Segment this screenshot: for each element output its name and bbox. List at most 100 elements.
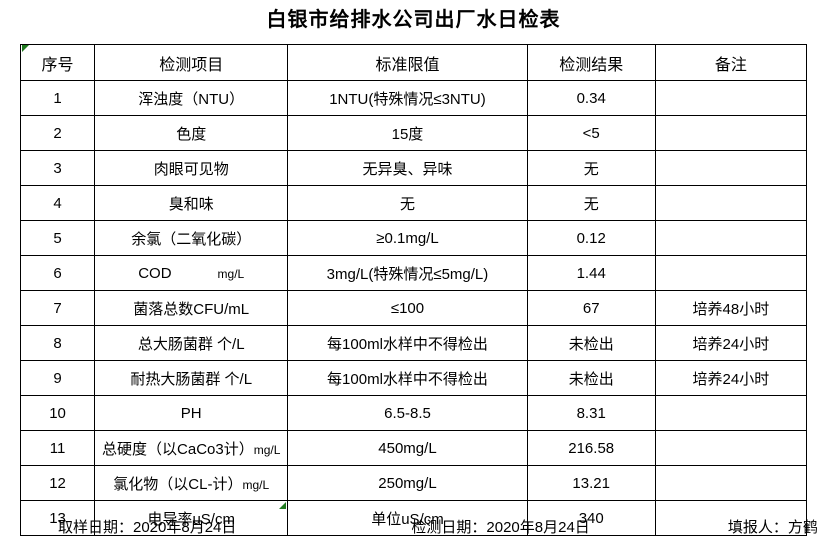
cell-item: 余氯（二氧化碳） [94, 220, 289, 256]
cell-limit: ≥0.1mg/L [287, 220, 528, 256]
cell-item-text: 浑浊度（NTU） [138, 90, 245, 108]
cell-remark [654, 500, 808, 536]
cell-no: 11 [19, 430, 96, 466]
cell-item-text: 耐热大肠菌群 个/L [130, 370, 253, 388]
cell-limit: 3mg/L(特殊情况≤5mg/L) [287, 255, 528, 291]
cell-no: 12 [19, 465, 96, 501]
cell-result: 0.12 [526, 220, 656, 256]
table-row: 3 肉眼可见物 无异臭、异味无 [19, 150, 808, 186]
cell-no: 6 [19, 255, 96, 291]
cell-remark: 培养24小时 [654, 325, 808, 361]
footer-sample-date: 取样日期：2020年8月24日 [58, 518, 237, 536]
column-header-result: 检测结果 [526, 44, 656, 81]
cell-result: 216.58 [526, 430, 656, 466]
cell-result: 0.34 [526, 80, 656, 116]
cell-limit: 每100ml水样中不得检出 [287, 325, 528, 361]
water-quality-report-table: 序号 检测项目 标准限值 检测结果 备注 1 浑浊度（NTU） 1NTU(特殊情况≤… [19, 44, 808, 536]
cell-no: 1 [19, 80, 96, 116]
cell-item-unit: mg/L [217, 266, 245, 281]
cell-limit: ≤100 [287, 290, 528, 326]
cell-item-text: PH [180, 404, 202, 422]
table-row: 1 浑浊度（NTU） 1NTU(特殊情况≤3NTU) 0.34 [19, 80, 808, 116]
cell-item-unit: mg/L [242, 477, 270, 492]
column-header-limit: 标准限值 [287, 44, 528, 81]
cell-remark [654, 255, 808, 291]
cell-limit: 无 [287, 185, 528, 221]
cell-result: 未检出 [526, 360, 656, 396]
cell-result: 未检出 [526, 325, 656, 361]
cell-no: 3 [19, 150, 96, 186]
cell-result: 67 [526, 290, 656, 326]
cell-remark [654, 185, 808, 221]
cell-limit: 1NTU(特殊情况≤3NTU) [287, 80, 528, 116]
cell-item-unit: mg/L [253, 442, 281, 457]
table-body: 1 浑浊度（NTU） 1NTU(特殊情况≤3NTU) 0.34 2 色度 15度 <5 3 肉眼可… [19, 80, 808, 536]
cell-result: 1.44 [526, 255, 656, 291]
cell-error-triangle-icon [22, 45, 29, 52]
cell-limit: 每100ml水样中不得检出 [287, 360, 528, 396]
cell-remark [654, 115, 808, 151]
footer: 取样日期：2020年8月24日 检测日期：2020年8月24日 填报人：方鹤 [20, 512, 818, 540]
table-row: 5 余氯（二氧化碳） ≥0.1mg/L 0.12 [19, 220, 808, 256]
page-title: 白银市给排水公司出厂水日检表 [266, 9, 561, 31]
table-row: 9 耐热大肠菌群 个/L 每100ml水样中不得检出 未检出 培养24小时 [19, 360, 808, 396]
cell-item: 菌落总数CFU/mL [94, 290, 289, 326]
cell-result: <5 [526, 115, 656, 151]
cell-no: 7 [19, 290, 96, 326]
cell-item-text: 总大肠菌群 个/L [137, 335, 245, 353]
cell-remark [654, 150, 808, 186]
footer-test-date: 检测日期：2020年8月24日 [411, 518, 590, 536]
table-row: 6 COD mg/L 3mg/L(特殊情况≤5mg/L) 1.44 [19, 255, 808, 291]
cell-remark [654, 465, 808, 501]
table-header-row: 序号 检测项目 标准限值 检测结果 备注 [19, 44, 808, 81]
cell-item: 臭和味 [94, 185, 289, 221]
cell-limit: 无异臭、异味 [287, 150, 528, 186]
cell-no: 9 [19, 360, 96, 396]
cell-item: 肉眼可见物 [94, 150, 289, 186]
cell-item: 总硬度（以CaCo3计）mg/L [94, 430, 289, 466]
cell-item: 浑浊度（NTU） [94, 80, 289, 116]
cell-item-text: 余氯（二氧化碳） [131, 230, 252, 248]
table-row: 12 氯化物（以CL-计）mg/L 250mg/L 13.21 [19, 465, 808, 501]
cell-item: PH [94, 395, 289, 431]
column-header-remark: 备注 [654, 44, 808, 81]
table-row: 7 菌落总数CFU/mL ≤100 67 培养48小时 [19, 290, 808, 326]
cell-remark: 培养24小时 [654, 360, 808, 396]
cell-remark: 培养48小时 [654, 290, 808, 326]
cell-no: 8 [19, 325, 96, 361]
cell-remark [654, 430, 808, 466]
cell-item-text: 氯化物（以CL-计） [113, 475, 243, 493]
cell-result: 无 [526, 150, 656, 186]
cell-error-triangle-icon [279, 502, 286, 509]
cell-remark [654, 220, 808, 256]
column-header-no: 序号 [19, 44, 96, 81]
cell-limit: 250mg/L [287, 465, 528, 501]
cell-item-text: 臭和味 [168, 195, 214, 213]
cell-item: COD mg/L [94, 255, 289, 291]
cell-no: 10 [19, 395, 96, 431]
cell-item: 电导率uS/cm [94, 500, 289, 536]
cell-result: 340 [526, 500, 656, 536]
table-row: 4 臭和味 无无 [19, 185, 808, 221]
cell-limit: 单位uS/cm [287, 500, 528, 536]
cell-limit: 450mg/L [287, 430, 528, 466]
cell-item-text: 电导率uS/cm [147, 510, 235, 528]
cell-result: 无 [526, 185, 656, 221]
footer-reporter: 填报人：方鹤 [727, 518, 818, 536]
table-row: 13 电导率uS/cm 单位uS/cm 340 [19, 500, 808, 536]
cell-no: 13 [19, 500, 96, 536]
cell-item-text: 菌落总数CFU/mL [133, 300, 250, 318]
cell-remark [654, 80, 808, 116]
cell-result: 8.31 [526, 395, 656, 431]
cell-item: 耐热大肠菌群 个/L [94, 360, 289, 396]
cell-item-text: 肉眼可见物 [153, 160, 229, 178]
cell-no: 4 [19, 185, 96, 221]
column-header-item: 检测项目 [94, 44, 289, 81]
cell-limit: 6.5-8.5 [287, 395, 528, 431]
table-row: 8 总大肠菌群 个/L 每100ml水样中不得检出 未检出 培养24小时 [19, 325, 808, 361]
cell-item: 色度 [94, 115, 289, 151]
cell-no: 2 [19, 115, 96, 151]
cell-limit: 15度 [287, 115, 528, 151]
cell-item-text: 总硬度（以CaCo3计） [102, 440, 254, 458]
cell-item: 氯化物（以CL-计）mg/L [94, 465, 289, 501]
